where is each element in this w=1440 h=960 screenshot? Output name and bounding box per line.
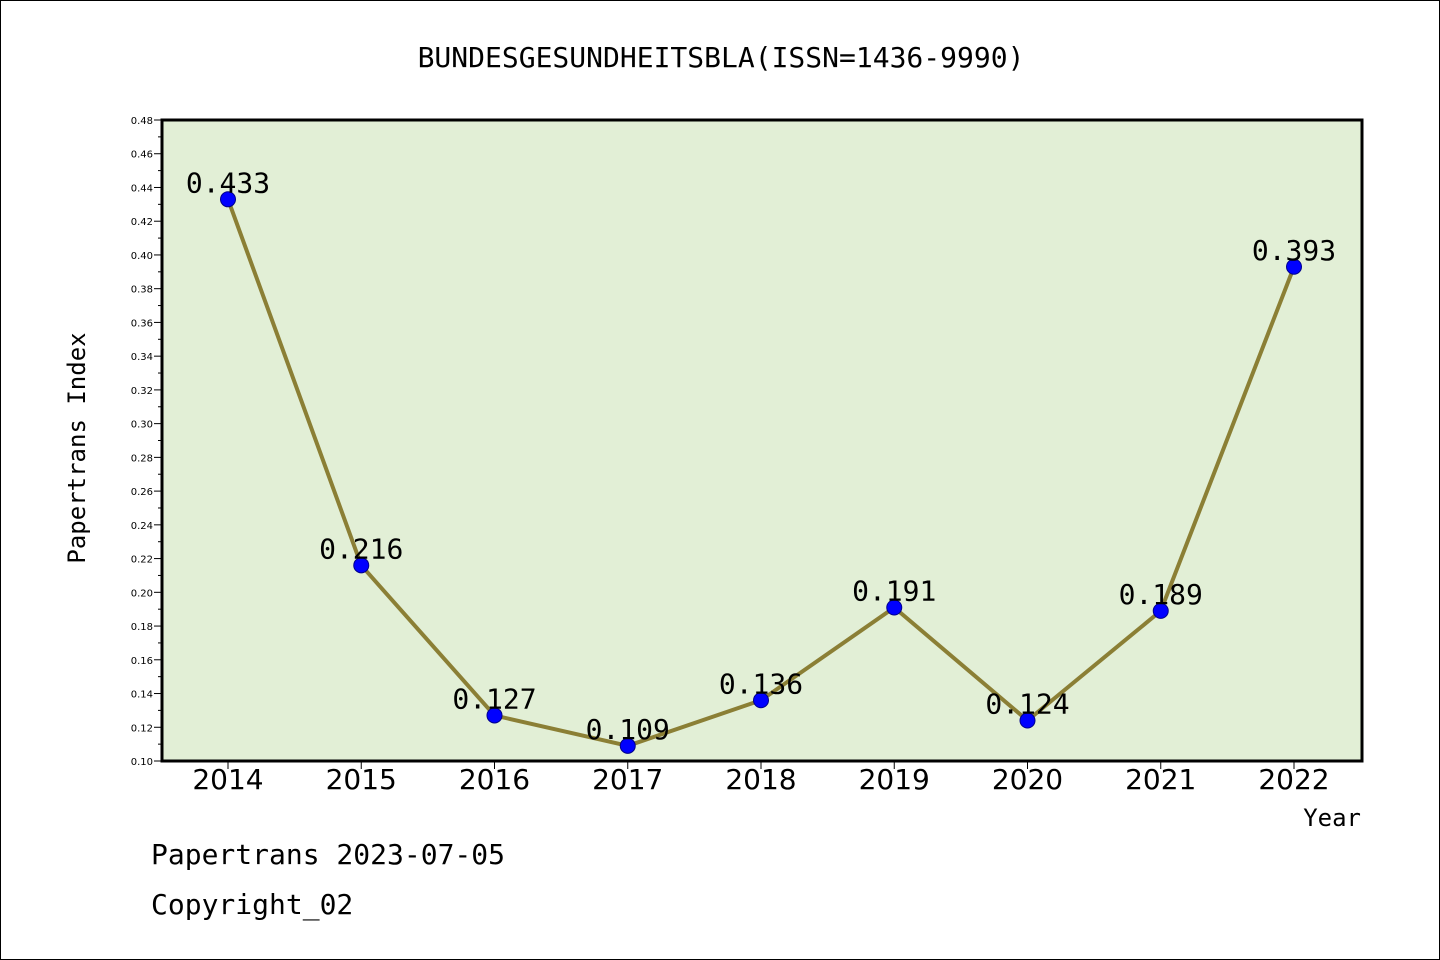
- y-tick-label: 0.14: [131, 690, 153, 701]
- data-point: [353, 557, 370, 574]
- data-point: [1152, 602, 1169, 619]
- y-tick-label: 0.28: [131, 453, 153, 464]
- footer-copyright-text: Copyright_02: [151, 888, 353, 922]
- data-label: 0.191: [852, 574, 936, 607]
- x-tick-label: 2017: [592, 763, 663, 796]
- footer-date-text: Papertrans 2023-07-05: [151, 838, 505, 871]
- data-label: 0.433: [186, 166, 270, 199]
- y-tick-label: 0.24: [131, 521, 153, 532]
- data-labels: 0.433 0.216 0.127 0.109 0.136 0.191 0.124 0.189…: [186, 166, 1336, 746]
- chart-title: BUNDESGESUNDHEITSBLA(ISSN=1436-9990): [418, 41, 1025, 74]
- series-layer: [220, 191, 1302, 754]
- x-tick-label: 2015: [326, 763, 397, 796]
- y-tick-label: 0.30: [131, 420, 153, 431]
- x-tick-label: 2021: [1125, 763, 1196, 796]
- data-label: 0.393: [1252, 234, 1336, 267]
- data-point: [1019, 712, 1036, 729]
- x-tick-label: 2016: [459, 763, 530, 796]
- data-point: [486, 707, 503, 724]
- x-tick-label: 2014: [192, 763, 263, 796]
- y-tick-label: 0.44: [131, 183, 153, 194]
- plot-area: [160, 118, 1364, 763]
- y-tick-label: 0.48: [131, 116, 153, 127]
- data-point: [886, 599, 903, 616]
- y-tick-label: 0.16: [131, 656, 153, 667]
- data-point: [220, 191, 236, 208]
- x-axis-label: Year: [1303, 804, 1361, 832]
- x-tick-label: 2019: [859, 763, 930, 796]
- data-point: [619, 737, 636, 754]
- data-label: 0.189: [1119, 578, 1203, 611]
- data-label: 0.216: [319, 532, 403, 565]
- y-tick-label: 0.22: [131, 555, 153, 566]
- x-axis: 2014 2015 2016 2017 2018 2019 2020 2021 2022: [192, 761, 1330, 796]
- y-tick-label: 0.12: [131, 723, 153, 734]
- x-tick-label: 2022: [1258, 763, 1329, 796]
- y-tick-label: 0.40: [131, 251, 153, 262]
- y-tick-label: 0.10: [131, 757, 153, 768]
- y-tick-label: 0.34: [131, 352, 153, 363]
- y-tick-label: 0.32: [131, 386, 153, 397]
- data-point: [1286, 258, 1302, 275]
- data-label: 0.109: [586, 713, 670, 746]
- data-label: 0.136: [719, 667, 803, 700]
- data-point: [753, 692, 769, 709]
- data-label: 0.127: [452, 682, 536, 715]
- y-tick-label: 0.26: [131, 487, 153, 498]
- x-tick-label: 2020: [992, 763, 1063, 796]
- y-tick-label: 0.38: [131, 285, 153, 296]
- y-tick-label: 0.46: [131, 150, 153, 161]
- y-tick-label: 0.42: [131, 217, 153, 228]
- y-tick-label: 0.18: [131, 622, 153, 633]
- x-tick-label: 2018: [725, 763, 796, 796]
- y-axis-label: Papertrans Index: [63, 332, 91, 563]
- y-axis: 0.10 0.12 0.14 0.16 0.18 0.20 0.22 0.24 0.26 0.28…: [131, 116, 162, 768]
- y-tick-label: 0.20: [131, 588, 153, 599]
- y-tick-label: 0.36: [131, 318, 153, 329]
- data-label: 0.124: [985, 688, 1069, 721]
